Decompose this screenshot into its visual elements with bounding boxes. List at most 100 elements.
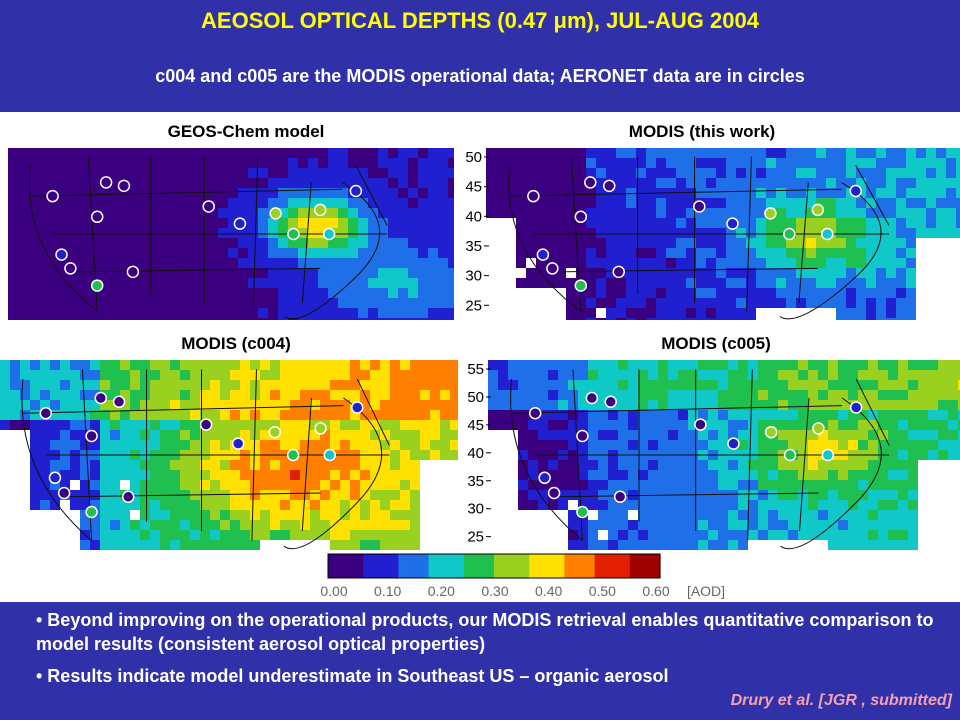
colorbar-swatch xyxy=(338,554,344,578)
aeronet-site-marker xyxy=(574,279,588,292)
aeronet-site-marker xyxy=(584,176,597,189)
aeronet-site-marker xyxy=(46,189,59,203)
colorbar-tick-label: 0.60 xyxy=(642,583,669,599)
aeronet-site-marker xyxy=(85,505,98,519)
c004-map-plot xyxy=(0,360,458,550)
colorbar-swatch xyxy=(428,554,435,578)
colorbar-swatch xyxy=(534,554,540,578)
colorbar-swatch xyxy=(423,554,430,578)
colorbar-tick-label: 0.20 xyxy=(428,583,455,599)
colorbar-swatch xyxy=(639,554,646,578)
colorbar-swatch xyxy=(524,554,530,578)
slide-title: AEOSOL OPTICAL DEPTHS (0.47 μm), JUL-AUG… xyxy=(201,8,759,33)
aeronet-site-marker xyxy=(811,203,825,217)
colorbar-swatch xyxy=(554,554,560,578)
colorbar-swatch xyxy=(488,554,495,578)
aod-colorbar: 0.00 0.10 0.20 0.30 0.40 0.50 0.60 [AOD] xyxy=(216,550,770,602)
aeronet-site-marker xyxy=(48,471,62,485)
colorbar-swatch xyxy=(458,554,465,578)
colorbar-swatch xyxy=(619,554,626,578)
lat-tick-label: 45 xyxy=(467,417,484,434)
aeronet-site-marker xyxy=(727,437,740,450)
aeronet-site-marker xyxy=(349,184,363,198)
aeronet-site-marker xyxy=(783,227,796,241)
colorbar-swatch xyxy=(654,554,661,578)
aeronet-site-marker xyxy=(694,418,707,431)
colorbar-swatch xyxy=(343,554,349,578)
panel-label-geos-chem: GEOS-Chem model xyxy=(167,122,325,141)
colorbar-swatch xyxy=(549,554,555,578)
model-map-plot xyxy=(8,148,454,320)
bullet-model-underestimate: • Results indicate model underestimate i… xyxy=(36,666,669,686)
colorbar-swatch xyxy=(559,554,566,578)
colorbar-swatch xyxy=(473,554,480,578)
colorbar-swatch xyxy=(378,554,384,578)
aeronet-site-marker xyxy=(576,429,589,443)
colorbar-swatch xyxy=(594,554,601,578)
lat-tick-label: 40 xyxy=(467,445,484,462)
aeronet-site-marker xyxy=(126,265,140,279)
colorbar-swatch xyxy=(388,554,394,578)
colorbar-swatch xyxy=(483,554,490,578)
colorbar-swatch xyxy=(604,554,611,578)
c005-map-plot: 55 50 45 40 35 30 25 xyxy=(458,360,960,550)
aeronet-site-marker xyxy=(538,471,551,485)
aeronet-site-marker xyxy=(726,217,739,230)
aeronet-site-marker xyxy=(99,176,113,189)
state-boundaries xyxy=(21,369,390,550)
colorbar-swatch xyxy=(478,554,485,578)
this-map-plot: 50 45 40 35 30 25 xyxy=(456,148,960,320)
aeronet-site-marker xyxy=(57,486,71,500)
aeronet-site-marker xyxy=(323,448,337,462)
colorbar-swatch xyxy=(519,554,525,578)
aeronet-site-marker xyxy=(231,437,245,450)
colorbar-tick-label: 0.40 xyxy=(535,583,562,599)
colorbar-swatch xyxy=(514,554,520,578)
colorbar-tick-label: 0.50 xyxy=(589,583,616,599)
lat-tick-label: 40 xyxy=(465,208,482,225)
lat-tick-label: 35 xyxy=(465,238,482,255)
colorbar-swatch xyxy=(333,554,339,578)
aeronet-site-marker xyxy=(85,429,98,443)
colorbar-swatch xyxy=(574,554,581,578)
colorbar-swatch xyxy=(564,554,571,578)
aeronet-site-marker xyxy=(547,486,561,500)
colorbar-swatch xyxy=(499,554,505,578)
colorbar-swatch xyxy=(353,554,359,578)
map-modis-c004 xyxy=(0,360,458,550)
colorbar-tick-label: 0.00 xyxy=(320,583,347,599)
header-banner: AEOSOL OPTICAL DEPTHS (0.47 μm), JUL-AUG… xyxy=(0,0,960,112)
map-modis-c005: 55 50 45 40 35 30 25 xyxy=(458,360,960,550)
colorbar-swatch xyxy=(348,554,354,578)
colorbar-unit-label: [AOD] xyxy=(687,583,725,599)
aeronet-site-marker xyxy=(322,227,336,241)
colorbar-swatch xyxy=(383,554,389,578)
aeronet-site-marker xyxy=(287,227,300,241)
panel-label-modis-this-work: MODIS (this work) xyxy=(628,122,776,141)
lat-tick-label: 25 xyxy=(465,297,482,314)
aeronet-site-marker xyxy=(764,425,778,439)
colorbar-swatch xyxy=(634,554,641,578)
lat-tick-label: 55 xyxy=(467,361,484,378)
colorbar-swatch xyxy=(614,554,621,578)
colorbar-swatch xyxy=(569,554,576,578)
colorbar-swatch xyxy=(453,554,460,578)
colorbar-swatch xyxy=(509,554,515,578)
colorbar-swatch xyxy=(584,554,591,578)
lat-tick-label: 30 xyxy=(465,268,482,285)
colorbar-swatch xyxy=(433,554,440,578)
aeronet-site-marker xyxy=(94,391,108,405)
lat-tick-label: 35 xyxy=(467,473,484,490)
aeronet-site-marker xyxy=(286,448,300,462)
aeronet-site-marker xyxy=(121,490,135,504)
colorbar-swatch xyxy=(529,554,535,578)
aeronet-site-marker xyxy=(112,395,126,409)
citation: Drury et al. [JGR , submitted] xyxy=(730,692,952,709)
aeronet-site-marker xyxy=(821,448,835,462)
aeronet-site-marker xyxy=(268,425,282,439)
aeronet-site-marker xyxy=(764,207,777,220)
colorbar-swatch xyxy=(393,554,400,578)
bullet-retrieval-benefit: • Beyond improving on the operational pr… xyxy=(36,610,934,654)
aeronet-site-marker xyxy=(527,189,540,203)
footer-banner: • Beyond improving on the operational pr… xyxy=(0,602,960,720)
